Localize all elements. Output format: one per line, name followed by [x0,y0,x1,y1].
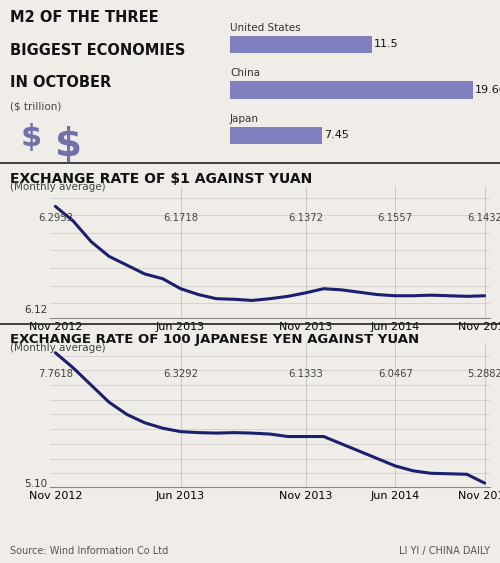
Text: ($ trillion): ($ trillion) [10,101,62,111]
Text: IN OCTOBER: IN OCTOBER [10,75,111,90]
Text: 19.66: 19.66 [476,85,500,95]
Text: Japan: Japan [230,114,259,124]
Text: Source: Wind Information Co Ltd: Source: Wind Information Co Ltd [10,546,168,556]
Text: 6.3292: 6.3292 [163,369,198,379]
Text: 6.1718: 6.1718 [163,213,198,223]
Text: (Monthly average): (Monthly average) [10,343,106,354]
Text: 6.1372: 6.1372 [288,213,324,223]
Text: 6.1432: 6.1432 [467,213,500,223]
Text: 5.2882: 5.2882 [467,369,500,379]
Text: 6.0467: 6.0467 [378,369,412,379]
Text: United States: United States [230,23,300,33]
Text: 7.7618: 7.7618 [38,369,73,379]
Text: 6.1557: 6.1557 [378,213,413,223]
Text: 6.2953: 6.2953 [38,213,73,223]
Text: EXCHANGE RATE OF 100 JAPANESE YEN AGAINST YUAN: EXCHANGE RATE OF 100 JAPANESE YEN AGAINS… [10,333,419,346]
Text: BIGGEST ECONOMIES: BIGGEST ECONOMIES [10,43,186,58]
Bar [230,35,372,53]
Bar [230,81,474,99]
Text: 7.45: 7.45 [324,131,349,140]
Text: LI YI / CHINA DAILY: LI YI / CHINA DAILY [399,546,490,556]
Text: 11.5: 11.5 [374,39,399,50]
Text: (Monthly average): (Monthly average) [10,182,106,192]
Text: $: $ [20,123,42,153]
Text: EXCHANGE RATE OF $1 AGAINST YUAN: EXCHANGE RATE OF $1 AGAINST YUAN [10,172,312,186]
Bar [230,127,322,144]
Text: China: China [230,69,260,78]
Text: 6.1333: 6.1333 [288,369,323,379]
Text: M2 OF THE THREE: M2 OF THE THREE [10,10,158,25]
Text: $: $ [56,127,82,164]
